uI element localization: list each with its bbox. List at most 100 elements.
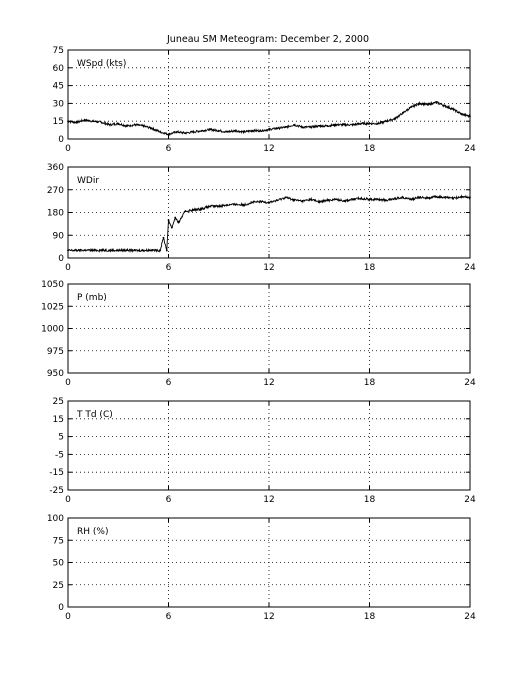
y-tick-label: 60 (53, 64, 65, 74)
y-tick-label: -25 (49, 486, 64, 496)
data-point (83, 119, 86, 121)
y-tick-label: -5 (55, 450, 64, 460)
x-tick-label: 6 (166, 263, 172, 273)
data-point (75, 121, 78, 124)
y-tick-label: 25 (53, 397, 64, 407)
x-tick-label: 18 (364, 263, 376, 273)
data-point (360, 197, 363, 200)
x-tick-label: 6 (166, 144, 172, 154)
data-point (410, 106, 413, 108)
x-tick-label: 24 (464, 612, 476, 622)
data-point (268, 128, 270, 131)
data-point (150, 249, 153, 252)
data-point (318, 125, 321, 127)
y-tick-label: 1000 (41, 325, 64, 335)
data-point (100, 249, 103, 252)
x-tick-label: 18 (364, 495, 376, 505)
data-point (452, 197, 455, 200)
data-point (435, 195, 438, 198)
data-point (165, 249, 168, 252)
panel-label: WDir (77, 176, 99, 186)
data-point (376, 198, 379, 201)
y-tick-label: 1050 (41, 280, 64, 290)
y-tick-label: 100 (47, 514, 64, 524)
y-tick-label: 90 (53, 231, 65, 241)
data-point (92, 120, 95, 123)
data-point (192, 209, 195, 211)
x-tick-label: 24 (464, 144, 476, 154)
data-point (443, 104, 446, 107)
panel-3: 0 6 12 18 24 950 975 1000 1025 1050 P (mb) (41, 280, 476, 388)
y-tick-label: 950 (47, 369, 64, 379)
y-tick-label: 270 (47, 186, 64, 196)
data-point (170, 226, 173, 229)
panel-label: P (mb) (77, 293, 107, 303)
x-tick-label: 12 (263, 144, 274, 154)
data-point (393, 117, 396, 120)
data-point (343, 123, 346, 126)
data-point (108, 249, 111, 252)
data-point (259, 200, 262, 203)
data-point (284, 126, 287, 129)
data-point (134, 249, 136, 252)
x-tick-label: 24 (464, 263, 476, 273)
x-tick-label: 18 (364, 612, 376, 622)
data-point (393, 197, 396, 200)
panel-5: 0 6 12 18 24 0 25 50 75 100 RH (%) (47, 514, 476, 622)
data-point (217, 205, 220, 208)
data-point (201, 129, 203, 132)
panel-4: 0 6 12 18 24 -25 -15 -5 5 15 25 T Td (C) (49, 397, 476, 505)
x-tick-label: 24 (464, 378, 476, 388)
data-point (460, 195, 463, 198)
data-point (301, 200, 304, 203)
data-point (335, 198, 337, 201)
data-point (326, 199, 329, 202)
x-tick-label: 6 (166, 495, 172, 505)
data-point (335, 123, 337, 126)
y-tick-label: 180 (47, 209, 64, 219)
x-tick-label: 18 (364, 144, 376, 154)
data-point (276, 199, 279, 202)
panel-2: 0 6 12 18 24 0 90 180 270 360 WDir (47, 163, 476, 273)
y-tick-label: 0 (58, 603, 64, 613)
data-point (351, 123, 354, 126)
data-point (242, 130, 245, 133)
data-point (368, 198, 371, 201)
data-point (217, 129, 220, 132)
data-point (435, 101, 438, 104)
y-tick-label: 25 (53, 581, 64, 591)
data-point (142, 249, 145, 252)
data-point (427, 103, 430, 106)
data-point (134, 123, 136, 126)
data-point (293, 123, 296, 126)
x-tick-label: 24 (464, 495, 476, 505)
data-point (376, 122, 379, 125)
y-tick-label: 30 (53, 99, 65, 109)
data-point (410, 198, 413, 201)
data-point (343, 199, 346, 202)
data-point (234, 129, 237, 132)
x-tick-label: 0 (65, 144, 71, 154)
x-tick-label: 12 (263, 495, 274, 505)
data-point (226, 204, 229, 206)
data-point (309, 126, 312, 129)
data-point (162, 236, 165, 239)
y-tick-label: 1025 (41, 302, 64, 312)
data-point (159, 249, 162, 252)
data-point (209, 205, 212, 208)
data-point (167, 133, 170, 136)
data-point (125, 249, 128, 252)
data-point (402, 196, 404, 199)
data-point (177, 221, 180, 224)
data-point (309, 198, 312, 201)
data-point (117, 122, 120, 125)
data-point (174, 216, 177, 219)
data-point (385, 199, 388, 202)
data-point (92, 249, 95, 252)
data-point (251, 201, 254, 204)
y-tick-label: 0 (58, 254, 64, 264)
y-tick-label: -15 (49, 468, 64, 478)
data-point (226, 130, 229, 133)
data-point (142, 125, 145, 127)
